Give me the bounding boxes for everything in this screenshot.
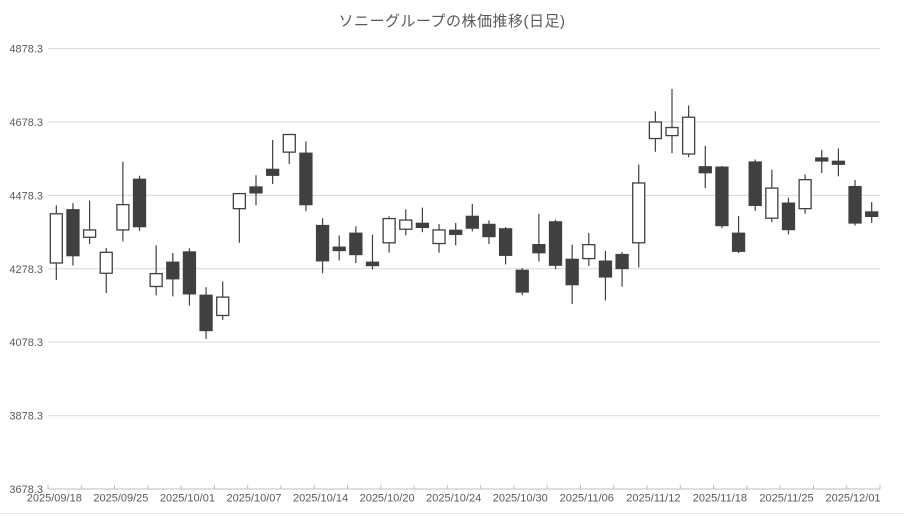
candle-body-2025/10/02	[199, 294, 213, 332]
candle-body-2025/10/29	[498, 228, 513, 256]
candle-body-2025/09/22	[82, 229, 97, 238]
candle-body-2025/11/06	[582, 243, 596, 260]
x-axis-label: 2025/10/07	[226, 493, 281, 505]
candle-body-2025/11/27	[815, 157, 829, 162]
candle-body-2025/10/27	[465, 215, 479, 229]
candle-body-2025/10/24	[449, 229, 463, 236]
y-axis-label: 3678.3	[9, 484, 43, 496]
candle-body-2025/11/10	[615, 253, 629, 270]
candle-body-2025/11/14	[681, 116, 696, 155]
candle-body-2025/09/24	[99, 251, 113, 274]
x-axis-label: 2025/11/18	[693, 493, 747, 505]
x-axis-label: 2025/10/01	[160, 493, 215, 505]
candle-body-2025/10/28	[482, 223, 496, 238]
candle-body-2025/10/08	[265, 168, 280, 176]
y-axis-label: 3878.3	[9, 411, 43, 423]
candle-body-2025/09/29	[149, 272, 163, 288]
y-axis-label: 4278.3	[9, 264, 43, 276]
x-axis-label: 2025/11/06	[560, 493, 614, 505]
x-axis-label: 2025/10/20	[360, 493, 415, 505]
x-axis-label: 2025/10/24	[426, 493, 481, 505]
candle-body-2025/10/09	[282, 133, 296, 153]
candle-body-2025/10/20	[382, 217, 396, 244]
candle-body-2025/09/25	[116, 203, 130, 231]
candle-body-2025/11/07	[598, 260, 613, 278]
candle-body-2025/11/21	[765, 187, 779, 219]
candle-body-2025/11/25	[781, 202, 796, 231]
x-axis-label: 2025/11/25	[759, 493, 813, 505]
candle-body-2025/11/26	[798, 179, 812, 210]
x-axis-label: 2025/10/14	[293, 493, 348, 505]
candle-body-2025/10/21	[399, 219, 413, 230]
x-axis-label: 2025/09/25	[93, 493, 148, 505]
candle-body-2025/10/22	[415, 222, 430, 229]
candle-body-2025/10/17	[365, 261, 380, 267]
candle-body-2025/09/26	[132, 178, 147, 228]
candle-body-2025/10/30	[515, 269, 529, 293]
candle-body-2025/11/05	[565, 258, 579, 286]
candle-body-2025/11/17	[698, 166, 712, 174]
x-axis-label: 2025/09/18	[27, 493, 82, 505]
candle-body-2025/09/19	[66, 209, 80, 257]
candle-body-2025/11/04	[548, 221, 563, 266]
candle-body-2025/10/15	[332, 246, 346, 252]
y-axis-label: 4478.3	[9, 190, 43, 202]
x-axis-label: 2025/11/12	[626, 493, 680, 505]
chart-title: ソニーグループの株価推移(日足)	[338, 13, 566, 30]
candle-body-2025/10/06	[232, 192, 247, 210]
candle-body-2025/10/10	[299, 152, 313, 206]
candle-body-2025/11/11	[632, 182, 646, 244]
y-axis-label: 4678.3	[9, 117, 43, 129]
candle-body-2025/12/02	[865, 211, 879, 218]
candle-body-2025/11/20	[748, 161, 762, 207]
candle-body-2025/09/30	[166, 261, 180, 280]
candle-body-2025/11/28	[831, 160, 846, 165]
y-axis-label: 4878.3	[9, 44, 43, 56]
candle-body-2025/10/01	[182, 251, 197, 295]
candle-body-2025/11/18	[715, 166, 729, 227]
x-axis-label: 2025/10/30	[493, 493, 548, 505]
candle-body-2025/10/14	[315, 224, 330, 262]
y-axis-label: 4078.3	[9, 337, 43, 349]
candle-body-2025/10/16	[349, 232, 363, 256]
candle-body-2025/10/23	[432, 229, 446, 245]
candle-body-2025/11/19	[731, 232, 746, 252]
candle-body-2025/12/01	[848, 185, 862, 224]
candle-body-2025/10/03	[216, 296, 230, 317]
x-axis-label: 2025/12/01	[826, 493, 881, 505]
candle-body-2025/11/12	[648, 121, 663, 140]
candle-body-2025/09/18	[49, 213, 63, 264]
candle-body-2025/11/13	[665, 126, 679, 137]
candle-body-2025/10/07	[249, 186, 263, 194]
candle-body-2025/10/31	[532, 243, 546, 254]
